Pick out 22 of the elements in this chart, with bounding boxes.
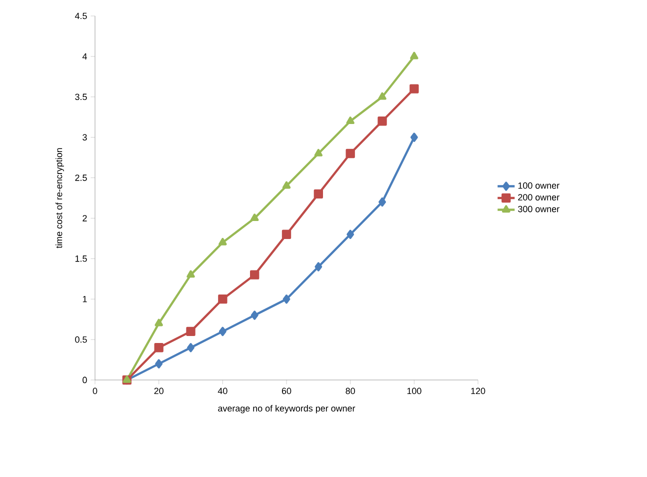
y-axis-title: time cost of re-encryption <box>56 148 64 248</box>
x-tick-label: 100 <box>407 388 422 394</box>
x-axis-title: average no of keywords per owner <box>218 404 356 414</box>
legend-label: 200 owner <box>518 194 560 200</box>
y-tick-label: 3 <box>82 134 87 140</box>
x-tick-label: 80 <box>346 388 355 394</box>
y-tick-label: 0 <box>82 376 87 384</box>
x-tick-label: 40 <box>218 388 228 394</box>
y-tick-label: 2 <box>82 215 87 222</box>
y-tick-label: 1 <box>82 296 87 302</box>
y-tick-label: 1.5 <box>75 256 87 262</box>
x-tick-label: 0 <box>92 388 98 394</box>
legend-label: 100 owner <box>518 182 560 189</box>
y-tick-label: 4.5 <box>74 12 87 20</box>
y-tick-label: 3.5 <box>75 94 87 100</box>
y-tick-label: 4 <box>82 53 87 60</box>
x-tick-label: 60 <box>282 388 292 394</box>
legend-label: 300 owner <box>518 206 560 212</box>
y-tick-label: 2.5 <box>75 174 87 181</box>
y-tick-label: 0.5 <box>75 336 87 343</box>
x-tick-label: 20 <box>154 388 164 394</box>
x-tick-label: 120 <box>471 388 486 394</box>
